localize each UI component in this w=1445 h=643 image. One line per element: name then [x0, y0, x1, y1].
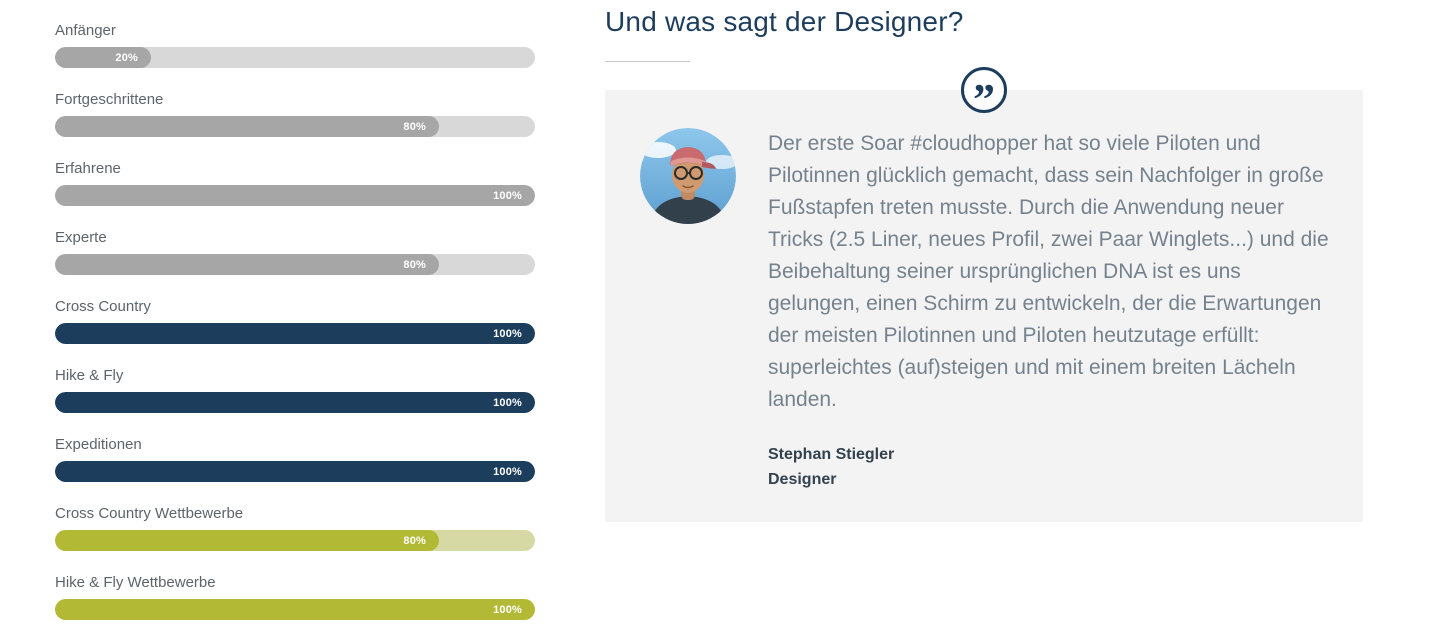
skill-bar-track: 100%	[55, 323, 535, 344]
skill-label: Expeditionen	[55, 436, 142, 453]
avatar	[640, 128, 736, 224]
skill-label: Hike & Fly Wettbewerbe	[55, 574, 216, 591]
quote-text: Der erste Soar #cloudhopper hat so viele…	[768, 132, 1329, 411]
skill-row: Erfahrene 100%	[55, 160, 535, 206]
skill-percent-label: 100%	[493, 189, 522, 202]
skill-label: Experte	[55, 229, 107, 246]
quote-icon: ”	[961, 67, 1007, 122]
skill-percent-label: 100%	[493, 603, 522, 616]
skill-bar-fill: 20%	[55, 47, 151, 68]
skill-label: Cross Country	[55, 298, 151, 315]
skill-label: Cross Country Wettbewerbe	[55, 505, 244, 522]
skill-row: Cross Country Wettbewerbe 80%	[55, 505, 535, 551]
skill-row: Hike & Fly Wettbewerbe 100%	[55, 574, 535, 620]
skill-row: Anfänger 20%	[55, 22, 535, 68]
skill-bar-fill: 80%	[55, 116, 439, 137]
skill-percent-label: 80%	[403, 534, 426, 547]
skill-label: Hike & Fly	[55, 367, 124, 384]
skill-label: Anfänger	[55, 22, 116, 39]
skill-percent-label: 100%	[493, 465, 522, 478]
skill-label: Fortgeschrittene	[55, 91, 164, 108]
skill-percent-label: 80%	[403, 258, 426, 271]
quote-text-column: Der erste Soar #cloudhopper hat so viele…	[768, 128, 1330, 492]
quote-author-block: Stephan Stiegler Designer	[768, 442, 1330, 492]
quote-panel: ”	[605, 67, 1363, 522]
designer-section: Und was sagt der Designer? ”	[605, 6, 1363, 522]
skill-bar-fill: 100%	[55, 392, 535, 413]
skill-bar-track: 80%	[55, 254, 535, 275]
section-title: Und was sagt der Designer?	[605, 6, 964, 37]
skill-bar-track: 100%	[55, 461, 535, 482]
skill-bar-fill: 80%	[55, 530, 439, 551]
skill-row: Hike & Fly 100%	[55, 367, 535, 413]
skill-bar-track: 100%	[55, 599, 535, 620]
quote-author: Stephan Stiegler	[768, 446, 895, 463]
skill-list: Anfänger 20% Fortgeschrittene 80% Erfahr…	[55, 22, 535, 643]
skill-bar-fill: 100%	[55, 185, 535, 206]
skill-bar-fill: 100%	[55, 461, 535, 482]
skill-percent-label: 80%	[403, 120, 426, 133]
designer-portrait-image	[640, 128, 736, 224]
skill-percent-label: 20%	[115, 51, 138, 64]
skill-percent-label: 100%	[493, 327, 522, 340]
skill-label: Erfahrene	[55, 160, 121, 177]
quote-body: Der erste Soar #cloudhopper hat so viele…	[640, 128, 1330, 492]
skill-percent-label: 100%	[493, 396, 522, 409]
skill-bar-fill: 100%	[55, 599, 535, 620]
skill-row: Cross Country 100%	[55, 298, 535, 344]
skill-bar-fill: 80%	[55, 254, 439, 275]
quote-author-role: Designer	[768, 471, 837, 488]
skill-bar-track: 80%	[55, 116, 535, 137]
skill-bar-track: 80%	[55, 530, 535, 551]
skill-bar-fill: 100%	[55, 323, 535, 344]
skill-bar-track: 100%	[55, 392, 535, 413]
section-divider	[605, 61, 690, 62]
quote-glyph: ”	[973, 75, 995, 124]
skill-row: Fortgeschrittene 80%	[55, 91, 535, 137]
skill-bar-track: 20%	[55, 47, 535, 68]
skill-row: Expeditionen 100%	[55, 436, 535, 482]
skill-row: Experte 80%	[55, 229, 535, 275]
skill-bar-track: 100%	[55, 185, 535, 206]
